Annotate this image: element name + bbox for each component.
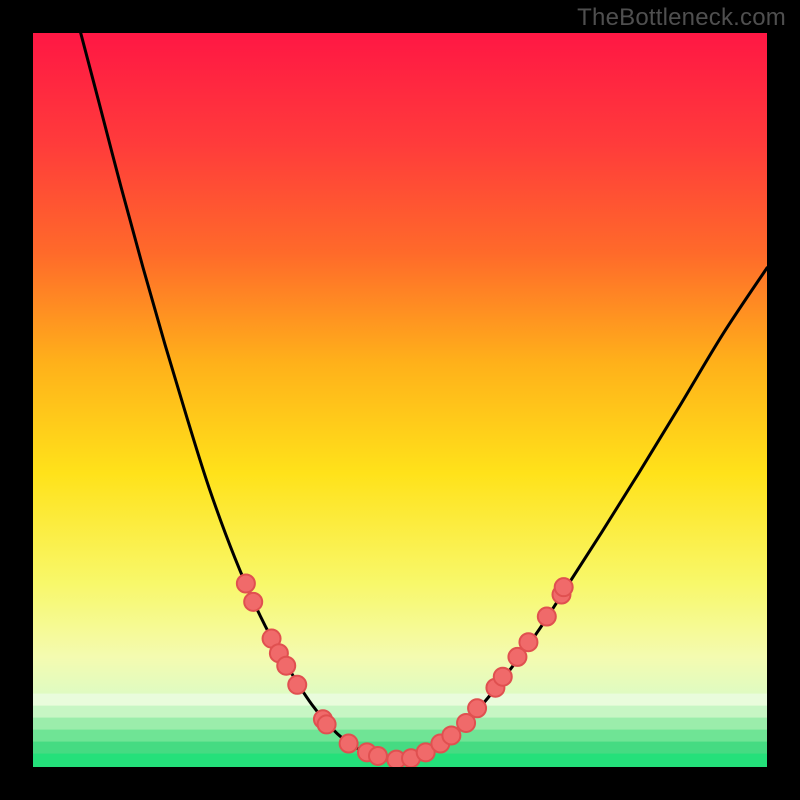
- green-band: [33, 718, 767, 731]
- green-band: [33, 706, 767, 719]
- data-marker: [318, 715, 336, 733]
- data-marker: [340, 735, 358, 753]
- data-marker: [494, 668, 512, 686]
- gradient-background: [33, 33, 767, 767]
- data-marker: [468, 699, 486, 717]
- data-marker: [369, 747, 387, 765]
- plot-area: [33, 33, 767, 769]
- data-marker: [244, 593, 262, 611]
- data-marker: [277, 657, 295, 675]
- data-marker: [237, 575, 255, 593]
- green-band: [33, 730, 767, 743]
- green-band: [33, 694, 767, 707]
- data-marker: [555, 578, 573, 596]
- data-marker: [538, 608, 556, 626]
- data-marker: [519, 633, 537, 651]
- data-marker: [288, 676, 306, 694]
- watermark-text: TheBottleneck.com: [577, 4, 786, 32]
- data-marker: [442, 726, 460, 744]
- chart-container: TheBottleneck.com: [0, 0, 800, 800]
- bottleneck-chart: [0, 0, 800, 800]
